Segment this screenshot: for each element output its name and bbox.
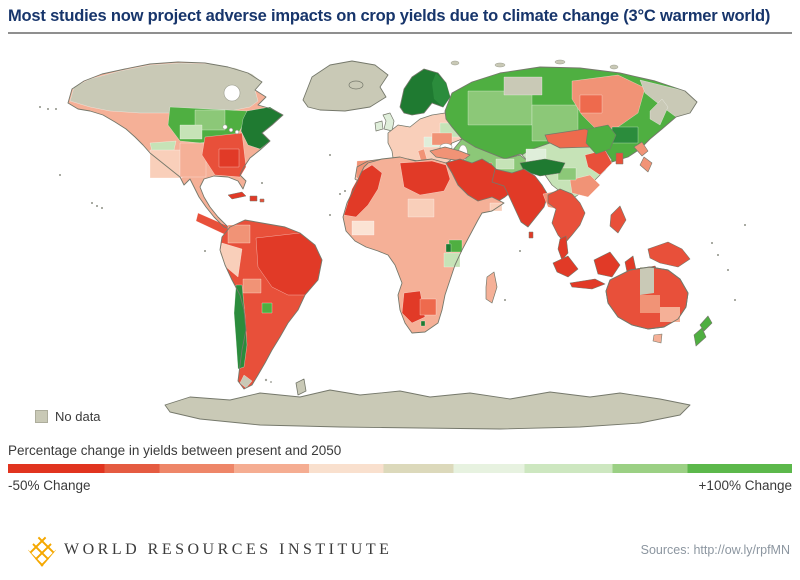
no-data-swatch: [35, 410, 48, 423]
world-map: [0, 55, 800, 435]
region-morocco-wsahara: [343, 164, 383, 218]
south-america: [219, 219, 323, 390]
region-tasmania: [652, 333, 663, 344]
title-divider: [8, 32, 792, 34]
region-iceland: [348, 80, 364, 90]
region-se-asia: [547, 188, 586, 244]
antarctica: [164, 378, 691, 430]
region-japan: [633, 141, 649, 157]
africa: [342, 156, 505, 334]
org-name: WORLD RESOURCES INSTITUTE: [64, 541, 393, 558]
south-east-asia: [491, 124, 653, 261]
ocean-islands: [39, 59, 746, 301]
oceania: [552, 205, 713, 347]
region-uruguay: [261, 302, 273, 314]
region-kamchatka: [649, 98, 669, 126]
region-chile: [233, 284, 248, 370]
region-sumatra: [552, 255, 579, 278]
region-ne-china: [585, 124, 617, 155]
region-cuba: [227, 191, 247, 200]
region-malay-peninsula: [557, 235, 569, 261]
north-america: [67, 61, 284, 236]
region-uk: [382, 112, 395, 132]
russia-north-asia: [444, 66, 698, 165]
scale-title: Percentage change in yields between pres…: [8, 443, 342, 458]
region-new-guinea: [647, 241, 691, 268]
region-quebec-northeast: [240, 106, 284, 150]
footer: WORLD RESOURCES INSTITUTE Sources: http:…: [0, 525, 800, 580]
region-ireland: [374, 120, 384, 132]
region-libya-egypt: [399, 160, 451, 196]
no-data-label: No data: [55, 409, 101, 424]
wri-logo-icon: [28, 533, 56, 567]
region-java: [569, 278, 606, 290]
region-philippines: [609, 205, 627, 234]
region-turkey: [429, 146, 471, 162]
greenland: [302, 60, 389, 112]
sources-link[interactable]: Sources: http://ow.ly/rpfMN: [640, 543, 790, 557]
region-australia-nodata-strip: [640, 267, 654, 295]
region-india-pakistan: [491, 168, 549, 228]
region-korea: [615, 152, 624, 165]
scale-min-label: -50% Change: [8, 478, 91, 493]
region-borneo: [593, 251, 621, 278]
color-scale-bar: [8, 464, 792, 473]
page-title: Most studies now project adverse impacts…: [8, 7, 771, 25]
region-madagascar: [485, 271, 498, 304]
scale-max-label: +100% Change: [698, 478, 792, 493]
region-namibia: [401, 290, 426, 324]
no-data-legend: No data: [35, 409, 101, 424]
world-map-svg: [39, 59, 746, 430]
